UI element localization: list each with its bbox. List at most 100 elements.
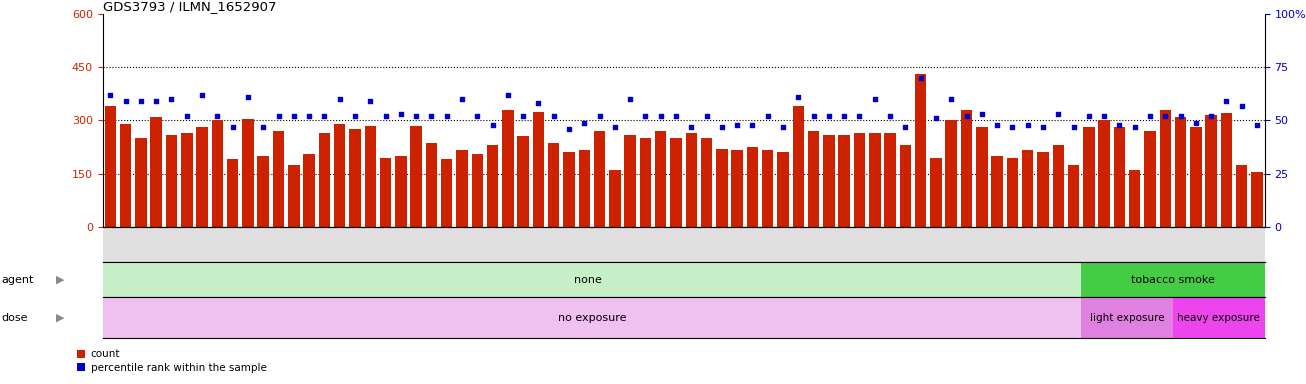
Point	[192, 92, 213, 98]
Bar	[533, 111, 545, 227]
Point	[589, 113, 610, 119]
Bar	[930, 157, 942, 227]
Text: tobacco smoke: tobacco smoke	[1131, 275, 1215, 285]
Point	[253, 124, 274, 130]
Bar	[1068, 165, 1079, 227]
Point	[452, 96, 473, 102]
Bar	[670, 138, 682, 227]
Point	[650, 113, 671, 119]
Point	[1124, 124, 1145, 130]
Text: GDS3793 / ILMN_1652907: GDS3793 / ILMN_1652907	[103, 0, 276, 13]
Point	[696, 113, 717, 119]
Bar	[640, 138, 652, 227]
Point	[390, 111, 411, 117]
Bar	[150, 117, 162, 227]
Bar	[609, 170, 620, 227]
Point	[742, 122, 763, 128]
Bar	[624, 134, 636, 227]
Bar	[1128, 170, 1140, 227]
Bar	[1053, 145, 1064, 227]
Bar	[1205, 115, 1217, 227]
Text: heavy exposure: heavy exposure	[1177, 313, 1260, 323]
Point	[543, 113, 564, 119]
Text: ▶: ▶	[56, 275, 65, 285]
Point	[206, 113, 227, 119]
Bar	[976, 127, 987, 227]
Point	[680, 124, 701, 130]
Bar	[471, 154, 483, 227]
Point	[865, 96, 885, 102]
Point	[528, 100, 549, 106]
Point	[1017, 122, 1038, 128]
Bar	[103, 298, 1081, 338]
Bar	[380, 157, 392, 227]
Point	[833, 113, 854, 119]
Bar	[686, 133, 697, 227]
Bar	[1190, 127, 1202, 227]
Bar	[1037, 152, 1049, 227]
Point	[819, 113, 840, 119]
Bar	[656, 131, 666, 227]
Bar	[793, 106, 804, 227]
Point	[1246, 122, 1267, 128]
Bar	[104, 106, 116, 227]
Point	[345, 113, 366, 119]
Point	[1155, 113, 1175, 119]
Bar	[961, 110, 972, 227]
Point	[559, 126, 580, 132]
Bar	[103, 262, 1081, 298]
Bar	[946, 121, 957, 227]
Point	[1232, 103, 1252, 109]
Bar	[761, 151, 773, 227]
Bar	[1007, 157, 1019, 227]
Bar	[1173, 298, 1264, 338]
Bar	[273, 131, 285, 227]
Bar	[701, 138, 712, 227]
Point	[880, 113, 901, 119]
Bar	[120, 124, 132, 227]
Point	[1002, 124, 1023, 130]
Bar	[456, 151, 468, 227]
Bar	[182, 133, 192, 227]
Point	[513, 113, 534, 119]
Bar	[823, 134, 835, 227]
Point	[620, 96, 641, 102]
Point	[849, 113, 870, 119]
Bar	[1083, 127, 1094, 227]
Point	[1216, 98, 1237, 104]
Point	[1079, 113, 1100, 119]
Bar	[731, 151, 743, 227]
Bar	[1235, 165, 1247, 227]
Point	[1047, 111, 1068, 117]
Bar	[487, 145, 499, 227]
Point	[972, 111, 993, 117]
Bar	[900, 145, 912, 227]
Bar	[257, 156, 269, 227]
Point	[712, 124, 733, 130]
Point	[115, 98, 136, 104]
Point	[1093, 113, 1114, 119]
Bar	[594, 131, 605, 227]
Bar	[303, 154, 315, 227]
Bar	[289, 165, 299, 227]
Point	[222, 124, 243, 130]
Point	[359, 98, 380, 104]
Bar	[242, 119, 253, 227]
Bar	[196, 127, 208, 227]
Point	[1033, 124, 1054, 130]
Bar	[563, 152, 575, 227]
Point	[466, 113, 487, 119]
Point	[986, 122, 1007, 128]
Bar	[227, 159, 239, 227]
Bar	[1144, 131, 1156, 227]
Point	[1170, 113, 1191, 119]
Point	[726, 122, 747, 128]
Point	[895, 124, 916, 130]
Bar	[747, 147, 759, 227]
Bar	[579, 151, 590, 227]
Text: ▶: ▶	[56, 313, 65, 323]
Bar	[396, 156, 406, 227]
Text: dose: dose	[1, 313, 27, 323]
Bar	[410, 126, 422, 227]
Bar	[884, 133, 896, 227]
